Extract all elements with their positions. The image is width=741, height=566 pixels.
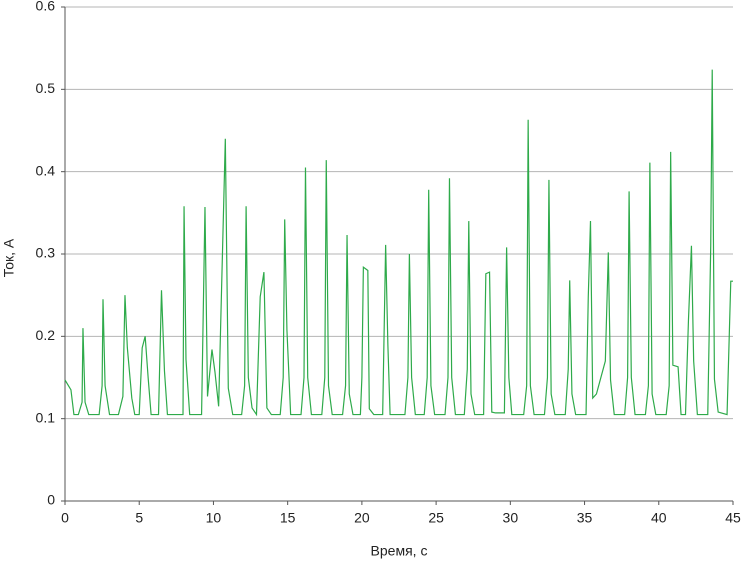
y-tick-label: 0.4: [36, 162, 56, 178]
y-tick-label: 0.3: [36, 245, 56, 261]
x-tick-label: 10: [206, 510, 222, 526]
y-tick-label: 0.1: [36, 409, 56, 425]
x-tick-label: 35: [577, 510, 593, 526]
x-tick-label: 20: [354, 510, 370, 526]
x-tick-label: 25: [428, 510, 444, 526]
y-tick-label: 0.2: [36, 327, 56, 343]
data-line: [64, 69, 733, 417]
y-tick-label: 0.5: [36, 80, 56, 96]
x-tick-label: 45: [725, 510, 741, 526]
x-tick-label: 0: [61, 510, 69, 526]
x-tick-label: 30: [503, 510, 519, 526]
x-axis-label: Время, с: [371, 543, 428, 559]
y-tick-label: 0.6: [36, 0, 56, 14]
x-tick-label: 15: [280, 510, 296, 526]
y-tick-label: 0: [47, 492, 55, 508]
y-axis-label: Ток, А: [1, 238, 17, 277]
x-tick-label: 5: [135, 510, 143, 526]
x-tick-label: 40: [651, 510, 667, 526]
